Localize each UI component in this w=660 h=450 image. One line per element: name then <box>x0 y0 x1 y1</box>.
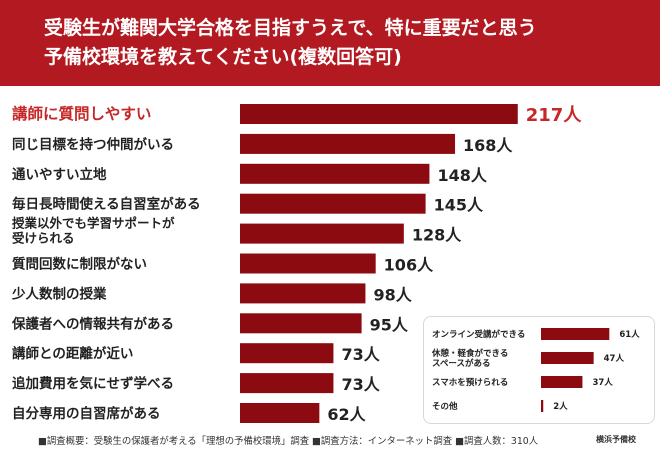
category-label: 自分専用の自習席がある <box>12 405 161 422</box>
value-label: 217人 <box>526 105 583 126</box>
category-label: 毎日長時間使える自習室がある <box>12 196 201 213</box>
bar <box>240 163 430 184</box>
value-label: 73人 <box>341 375 380 394</box>
other-answers-box: オンライン受講ができる 61人休憩・軽食ができるスペースがある 47人スマホを預けら… <box>423 316 655 424</box>
category-label: 通いやすい立地 <box>12 166 107 183</box>
inset-bar <box>541 376 583 388</box>
value-label: 128人 <box>412 226 462 245</box>
title-line-1: 受験生が難関大学合格を目指すうえで、特に重要だと思う <box>44 17 537 39</box>
inset-category-label: オンライン受講ができる <box>432 329 525 340</box>
bar <box>240 313 362 334</box>
inset-value-label: 47人 <box>604 353 625 364</box>
category-label: 講師との距離が近い <box>12 345 133 362</box>
header-banner: 受験生が難関大学合格を目指すうえで、特に重要だと思う 予備校環境を教えてください… <box>0 0 660 86</box>
value-label: 73人 <box>341 345 380 364</box>
bar <box>240 373 334 394</box>
bar <box>240 133 456 154</box>
bar <box>240 223 404 244</box>
inset-bar <box>541 400 544 412</box>
value-label: 145人 <box>434 196 484 215</box>
category-label: 同じ目標を持つ仲間がいる <box>12 136 174 153</box>
survey-note: ■調査概要：受験生の保護者が考える「理想の予備校環境」調査 ■調査方法：インター… <box>38 436 539 447</box>
brand-logo-text: 横浜予備校 <box>596 435 636 444</box>
category-label: 少人数制の授業 <box>11 285 107 302</box>
value-label: 148人 <box>437 166 487 185</box>
value-label: 168人 <box>463 136 513 155</box>
bar <box>240 283 366 304</box>
category-label: 保護者への情報共有がある <box>11 315 174 332</box>
category-label: 質問回数に制限がない <box>12 256 147 273</box>
inset-value-label: 61人 <box>619 329 640 340</box>
bar <box>240 403 320 423</box>
inset-value-label: 2人 <box>553 401 568 412</box>
bar <box>240 253 376 274</box>
inset-value-label: 37人 <box>592 377 613 388</box>
inset-category-label: スマホを預けられる <box>432 377 508 388</box>
inset-category-label: 休憩・軽食ができるスペースがある <box>431 348 508 369</box>
footer: ■調査概要：受験生の保護者が考える「理想の予備校環境」調査 ■調査方法：インター… <box>0 430 660 450</box>
category-label: 授業以外でも学習サポートが受けられる <box>12 216 175 246</box>
value-label: 95人 <box>370 315 409 334</box>
value-label: 62人 <box>327 405 366 424</box>
value-label: 106人 <box>384 256 434 275</box>
bar <box>240 343 334 364</box>
category-label: 講師に質問しやすい <box>12 104 151 123</box>
bar <box>240 193 426 214</box>
bar <box>240 104 518 124</box>
inset-bar <box>541 352 594 364</box>
title-line-2: 予備校環境を教えてください(複数回答可) <box>44 46 402 68</box>
inset-category-label: その他 <box>432 401 458 412</box>
category-label: 追加費用を気にせず学べる <box>12 375 174 392</box>
inset-bar <box>541 328 610 340</box>
value-label: 98人 <box>373 285 412 304</box>
